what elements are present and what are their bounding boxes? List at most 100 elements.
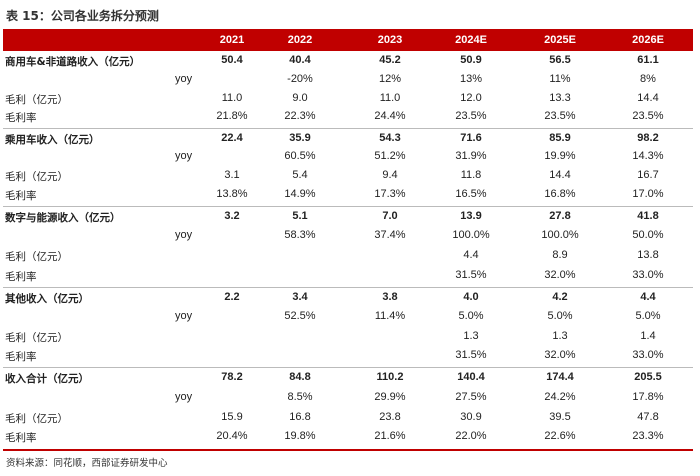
- table-cell: 5.0%: [635, 310, 661, 322]
- table-cell: 8%: [640, 73, 656, 85]
- table-row: yoy 8.5% 29.9% 27.5% 24.2% 17.8%: [3, 388, 693, 408]
- table-row: 毛利率 21.8% 22.3% 24.4% 23.5% 23.5% 23.5%: [3, 107, 693, 127]
- table-cell: 4.4: [640, 291, 656, 303]
- table-cell: 110.2: [376, 371, 404, 383]
- header-cell: 2022: [287, 34, 313, 46]
- table-cell: 21.8%: [216, 110, 248, 122]
- table-cell: 32.0%: [544, 269, 576, 281]
- table-cell: 17.3%: [374, 188, 406, 200]
- table-cell: 33.0%: [632, 269, 664, 281]
- table-cell: 19.9%: [544, 150, 576, 162]
- source-note: 资料来源：同花顺，西部证券研发中心: [6, 458, 168, 469]
- table-cell: 15.9: [221, 411, 243, 423]
- table-cell: 17.0%: [632, 188, 664, 200]
- table-row: 毛利率 20.4% 19.8% 21.6% 22.0% 22.6% 23.3%: [3, 427, 693, 447]
- table-cell: 23.5%: [632, 110, 664, 122]
- table-cell: 37.4%: [374, 229, 406, 241]
- table-cell: 14.3%: [632, 150, 664, 162]
- table-cell: 54.3: [379, 132, 401, 144]
- row-label: 毛利（亿元）: [5, 413, 68, 425]
- header-cell: 2021: [219, 34, 245, 46]
- table-cell: 47.8: [637, 411, 659, 423]
- row-label: 毛利（亿元）: [5, 94, 68, 106]
- row-label: 毛利率: [5, 271, 37, 283]
- table-cell: 22.4: [221, 132, 243, 144]
- table-row: yoy 60.5% 51.2% 31.9% 19.9% 14.3%: [3, 147, 693, 167]
- row-label: 商用车&非道路收入（亿元）: [5, 56, 141, 68]
- table-row: 其他收入（亿元） 2.2 3.4 3.8 4.0 4.2 4.4: [3, 287, 693, 308]
- table-cell: 11.0: [379, 92, 401, 104]
- table-cell: 52.5%: [284, 310, 316, 322]
- table-cell: 5.1: [292, 210, 308, 222]
- table-row: 乘用车收入（亿元） 22.4 35.9 54.3 71.6 85.9 98.2: [3, 128, 693, 149]
- row-label: 毛利率: [5, 351, 37, 363]
- table-row: yoy 58.3% 37.4% 100.0% 100.0% 50.0%: [3, 226, 693, 246]
- table-header: 2021 2022 2023 2024E 2025E 2026E: [3, 29, 693, 51]
- row-label: 毛利率: [5, 112, 37, 124]
- table-cell: 51.2%: [374, 150, 406, 162]
- table-cell: 8.5%: [287, 391, 313, 403]
- table-cell: 71.6: [460, 132, 482, 144]
- table-cell: 1.4: [640, 330, 656, 342]
- table-row: 毛利率 13.8% 14.9% 17.3% 16.5% 16.8% 17.0%: [3, 185, 693, 205]
- table-cell: 1.3: [552, 330, 568, 342]
- table-cell: 56.5: [549, 54, 571, 66]
- table-cell: 7.0: [382, 210, 398, 222]
- table-cell: 8.9: [552, 249, 568, 261]
- table-bottom-rule: [3, 449, 693, 451]
- table-cell: 39.5: [549, 411, 571, 423]
- table-cell: 14.4: [549, 169, 571, 181]
- table-cell: 140.4: [457, 371, 485, 383]
- table-cell: 16.8%: [544, 188, 576, 200]
- table-cell: 19.8%: [284, 430, 316, 442]
- row-label: yoy: [175, 150, 193, 162]
- table-cell: 22.6%: [544, 430, 576, 442]
- table-row: 商用车&非道路收入（亿元） 50.4 40.4 45.2 50.9 56.5 61.1: [3, 51, 693, 71]
- table-cell: 13%: [459, 73, 483, 85]
- table-cell: 5.0%: [547, 310, 573, 322]
- row-label: yoy: [175, 310, 193, 322]
- table-cell: 50.9: [460, 54, 482, 66]
- table-cell: 33.0%: [632, 349, 664, 361]
- table-row: 数字与能源收入（亿元） 3.2 5.1 7.0 13.9 27.8 41.8: [3, 206, 693, 227]
- table-cell: 16.5%: [455, 188, 487, 200]
- table-cell: 1.3: [463, 330, 479, 342]
- row-label: yoy: [175, 391, 193, 403]
- table-cell: 2.2: [224, 291, 240, 303]
- table-cell: 58.3%: [284, 229, 316, 241]
- row-label: 毛利率: [5, 432, 37, 444]
- table-cell: 45.2: [379, 54, 401, 66]
- table-cell: 13.8%: [216, 188, 248, 200]
- table-cell: 3.1: [224, 169, 240, 181]
- table-cell: 27.8: [549, 210, 571, 222]
- table-cell: 9.0: [292, 92, 308, 104]
- table-cell: 11%: [549, 73, 571, 85]
- table-cell: 35.9: [289, 132, 311, 144]
- table-row: 收入合计（亿元） 78.2 84.8 110.2 140.4 174.4 205.5: [3, 367, 693, 388]
- row-label: yoy: [175, 229, 193, 241]
- table-row: 毛利（亿元） 15.9 16.8 23.8 30.9 39.5 47.8: [3, 408, 693, 428]
- table-cell: 11.8: [460, 169, 482, 181]
- row-label: 其他收入（亿元）: [5, 293, 89, 305]
- row-label: yoy: [175, 73, 193, 85]
- table-row: 毛利（亿元） 3.1 5.4 9.4 11.8 14.4 16.7: [3, 166, 693, 186]
- header-cell: 2026E: [632, 34, 664, 46]
- table-row: 毛利率 31.5% 32.0% 33.0%: [3, 266, 693, 286]
- table-cell: 13.3: [549, 92, 571, 104]
- table-cell: 50.4: [221, 54, 243, 66]
- table-row: yoy -20% 12% 13% 11% 8%: [3, 70, 693, 90]
- header-cell: 2025E: [544, 34, 576, 46]
- table-cell: 174.4: [546, 371, 574, 383]
- table-cell: 17.8%: [632, 391, 664, 403]
- table-cell: 13.8: [637, 249, 659, 261]
- header-cell: 2024E: [455, 34, 487, 46]
- table-cell: 9.4: [382, 169, 398, 181]
- table-cell: 98.2: [637, 132, 659, 144]
- table-cell: 21.6%: [374, 430, 406, 442]
- table-cell: -20%: [287, 73, 313, 85]
- row-label: 收入合计（亿元）: [5, 373, 89, 385]
- row-label: 毛利（亿元）: [5, 251, 68, 263]
- table-cell: 11.0: [221, 92, 243, 104]
- table-cell: 29.9%: [374, 391, 406, 403]
- table-cell: 5.4: [292, 169, 308, 181]
